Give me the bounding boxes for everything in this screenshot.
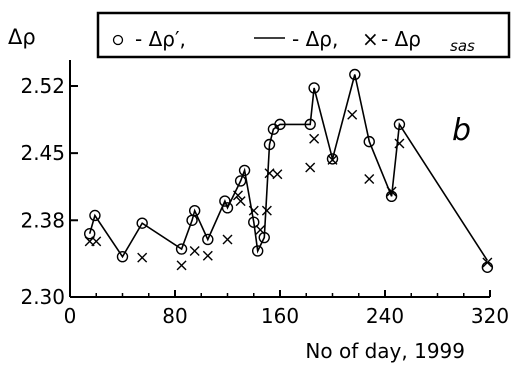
point-cross [189, 245, 200, 256]
point-circle [136, 217, 148, 229]
legend-label-cross: - Δρ [381, 27, 421, 51]
point-circle [385, 190, 398, 202]
point-circle [251, 245, 264, 257]
point-circle [234, 175, 247, 187]
x-axis-label: No of day, 1999 [305, 339, 465, 363]
point-circle [219, 195, 231, 207]
point-cross [305, 162, 316, 173]
point-circle [393, 118, 406, 131]
point-cross [233, 190, 243, 201]
point-circle [274, 118, 286, 131]
legend-circle-marker [112, 34, 124, 46]
x-tick-label-320: 320 [471, 304, 509, 328]
point-circle [188, 204, 201, 217]
point-circle [258, 231, 270, 244]
y-axis-label: Δρ [8, 25, 36, 49]
point-circle [89, 209, 101, 222]
point-circle [308, 82, 320, 94]
point-circle [202, 233, 214, 246]
point-circle [363, 135, 375, 148]
y-tick-label-2.30: 2.30 [20, 285, 65, 309]
point-circle [263, 138, 276, 151]
point-cross [176, 260, 187, 271]
x-ticks: 0 80 160 240 320 [64, 290, 509, 328]
point-cross [394, 138, 405, 149]
y-tick-label-2.38: 2.38 [20, 208, 65, 232]
point-cross [309, 133, 320, 144]
point-circle [83, 227, 96, 240]
point-circle [248, 216, 260, 228]
x-tick-label-80: 80 [162, 304, 187, 328]
x-tick-label-240: 240 [366, 304, 404, 328]
y-tick-label-2.52: 2.52 [20, 74, 65, 98]
x-tick-label-160: 160 [261, 304, 299, 328]
legend-label-line: - Δρ, [292, 27, 338, 51]
point-cross [272, 169, 283, 180]
point-circle [326, 153, 339, 165]
point-cross [202, 250, 213, 261]
point-cross [91, 236, 102, 247]
point-cross [235, 196, 246, 207]
point-cross [347, 109, 358, 120]
point-cross [248, 205, 259, 216]
point-circle [116, 251, 129, 263]
legend-cross-marker: × [362, 27, 379, 51]
legend: - Δρ′, - Δρ, × - Δρ sas [96, 11, 511, 59]
plot-area [83, 68, 494, 273]
point-circle [238, 164, 251, 177]
x-tick-label-0: 0 [64, 304, 77, 328]
axes: 0 80 160 240 320 2.30 2.38 2.45 2.52 [20, 60, 509, 328]
y-tick-label-2.45: 2.45 [20, 141, 65, 165]
panel-label: b [452, 113, 471, 148]
point-cross [364, 174, 375, 185]
y-ticks: 2.30 2.38 2.45 2.52 [20, 74, 78, 309]
point-cross [261, 205, 272, 216]
point-cross [137, 252, 148, 263]
series-line-delta-rho [88, 74, 489, 262]
legend-label-circle: - Δρ′, [135, 27, 186, 51]
point-circle [349, 68, 361, 81]
legend-box [96, 11, 511, 59]
point-circle [221, 202, 234, 214]
legend-label-cross-subscript: sas [450, 37, 475, 55]
point-circle [481, 261, 494, 273]
point-circle [175, 243, 188, 255]
point-cross [222, 234, 233, 245]
point-circle [304, 118, 316, 131]
